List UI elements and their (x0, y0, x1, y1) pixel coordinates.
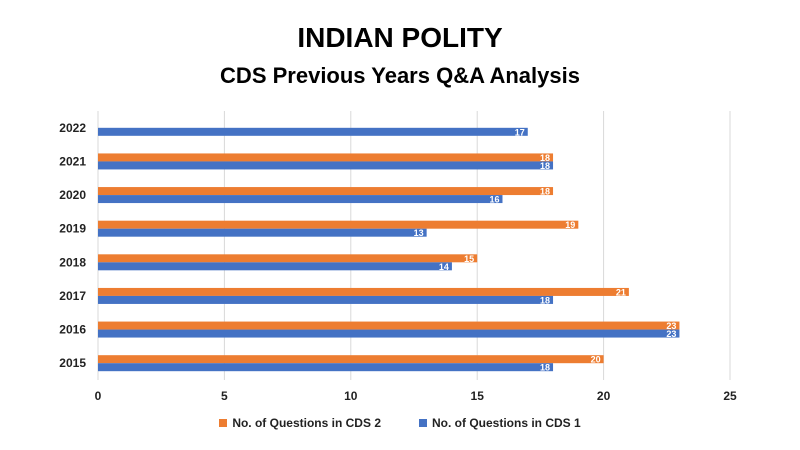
bar (98, 153, 554, 162)
legend-item-cds2: No. of Questions in CDS 2 (219, 416, 381, 430)
data-label: 23 (666, 321, 676, 331)
legend-item-cds1: No. of Questions in CDS 1 (419, 416, 581, 430)
bar (98, 287, 629, 296)
y-tick-label: 2019 (59, 222, 86, 236)
bar (98, 329, 680, 338)
data-label: 18 (540, 295, 550, 305)
data-label: 21 (616, 287, 626, 297)
y-tick-label: 2022 (59, 121, 86, 135)
legend: No. of Questions in CDS 2 No. of Questio… (0, 416, 800, 430)
x-tick-label: 0 (95, 389, 102, 403)
legend-label-cds1: No. of Questions in CDS 1 (432, 416, 581, 430)
y-tick-label: 2021 (59, 154, 86, 168)
x-tick-label: 25 (723, 389, 737, 403)
data-label: 13 (414, 228, 424, 238)
chart-subtitle: CDS Previous Years Q&A Analysis (220, 63, 580, 88)
y-tick-label: 2018 (59, 255, 86, 269)
legend-label-cds2: No. of Questions in CDS 2 (232, 416, 381, 430)
y-tick-label: 2020 (59, 188, 86, 202)
bar (98, 161, 554, 170)
bar (98, 363, 554, 372)
bar (98, 127, 528, 136)
bar (98, 228, 427, 237)
bar (98, 321, 680, 330)
data-label: 23 (666, 329, 676, 339)
data-label: 20 (591, 355, 601, 365)
bar (98, 187, 554, 196)
x-tick-label: 15 (471, 389, 485, 403)
data-label: 14 (439, 262, 449, 272)
bar (98, 295, 554, 304)
bar (98, 195, 503, 204)
data-label: 17 (515, 127, 525, 137)
data-label: 18 (540, 187, 550, 197)
bar (98, 355, 604, 364)
data-label: 18 (540, 363, 550, 373)
y-tick-label: 2015 (59, 356, 86, 370)
x-tick-label: 10 (344, 389, 358, 403)
data-label: 19 (565, 220, 575, 230)
x-tick-label: 20 (597, 389, 611, 403)
bar (98, 254, 478, 263)
data-label: 18 (540, 161, 550, 171)
data-label: 15 (464, 254, 474, 264)
bar (98, 262, 452, 271)
chart-title: INDIAN POLITY (297, 22, 503, 53)
y-tick-label: 2017 (59, 289, 86, 303)
legend-swatch-cds1 (419, 419, 427, 427)
x-tick-label: 5 (221, 389, 228, 403)
y-tick-label: 2016 (59, 323, 86, 337)
data-label: 16 (489, 195, 499, 205)
bar (98, 220, 579, 229)
legend-swatch-cds2 (219, 419, 228, 427)
data-label: 18 (540, 153, 550, 163)
